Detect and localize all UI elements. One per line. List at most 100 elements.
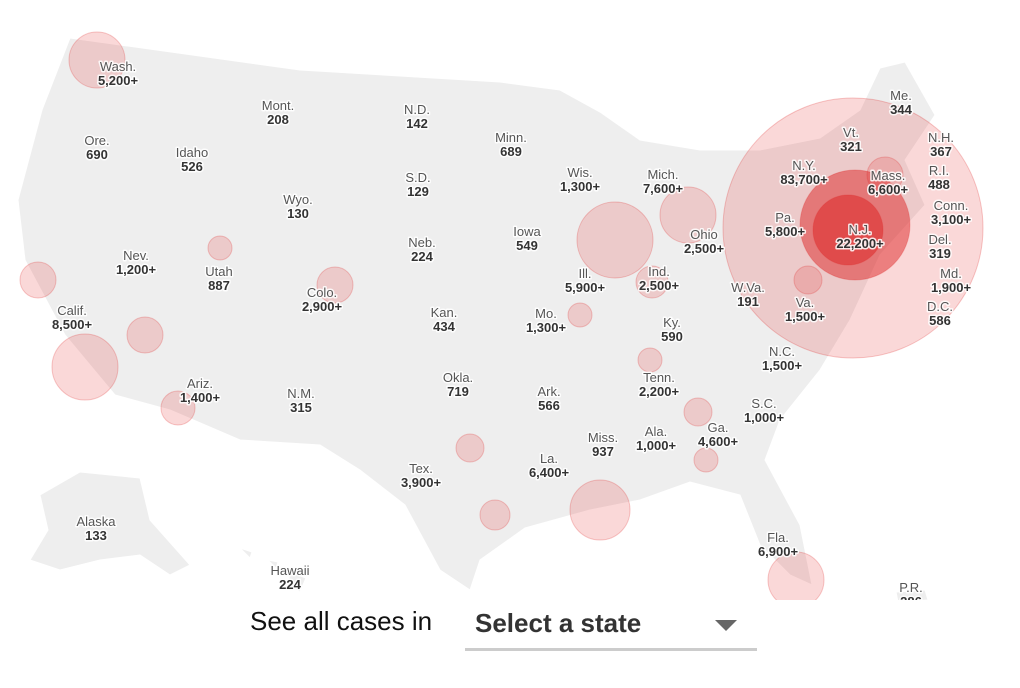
selector-prompt: See all cases in	[250, 606, 433, 636]
state-cases: 1,300+	[526, 320, 567, 335]
state-name: Colo.	[307, 285, 337, 300]
bubble	[567, 302, 593, 328]
state-name: Mo.	[535, 306, 557, 321]
state-name: N.C.	[769, 344, 795, 359]
state-selector-row: See all cases in Select a state	[250, 598, 760, 654]
puerto-rico	[895, 589, 929, 600]
bubble	[51, 333, 119, 401]
state-name: D.C.	[927, 299, 953, 314]
state-name: Hawaii	[270, 563, 309, 578]
state-cases: 887	[208, 278, 230, 293]
state-name: Alaska	[76, 514, 116, 529]
state-name: S.C.	[751, 396, 776, 411]
state-name: Minn.	[495, 130, 527, 145]
state-cases: 719	[447, 384, 469, 399]
bubble	[683, 397, 713, 427]
state-name: Conn.	[934, 198, 969, 213]
state-name: Nev.	[123, 248, 149, 263]
state-name: Ky.	[663, 315, 681, 330]
state-cases: 1,000+	[636, 438, 677, 453]
state-cases: 1,300+	[560, 179, 601, 194]
state-cases: 1,900+	[931, 280, 972, 295]
select-placeholder: Select a state	[475, 608, 642, 638]
state-cases: 6,900+	[758, 544, 799, 559]
state-cases: 434	[433, 319, 455, 334]
state-name: Iowa	[513, 224, 541, 239]
state-cases: 7,600+	[643, 181, 684, 196]
state-cases: 937	[592, 444, 614, 459]
state-name: Fla.	[767, 530, 789, 545]
state-name: Mont.	[262, 98, 295, 113]
state-cases: 1,500+	[762, 358, 803, 373]
bubble	[799, 169, 911, 281]
state-cases: 3,900+	[401, 475, 442, 490]
bubble	[19, 261, 57, 299]
state-cases: 224	[279, 577, 301, 592]
state-cases: 319	[929, 246, 951, 261]
state-cases: 590	[661, 329, 683, 344]
bubble	[637, 347, 663, 373]
state-name: N.D.	[404, 102, 430, 117]
state-cases: 133	[85, 528, 107, 543]
state-name: Pa.	[775, 210, 795, 225]
state-name: Idaho	[176, 145, 209, 160]
state-cases: 5,800+	[765, 224, 806, 239]
dropdown-arrow	[715, 620, 737, 631]
bubble	[722, 97, 984, 359]
bubble	[793, 265, 823, 295]
state-name: Neb.	[408, 235, 435, 250]
bubble	[812, 194, 884, 266]
state-name: Me.	[890, 88, 912, 103]
state-cases: 3,100+	[931, 212, 972, 227]
state-name: W.Va.	[731, 280, 765, 295]
state-name: Ariz.	[187, 376, 213, 391]
state-name: N.H.	[928, 130, 954, 145]
state-cases: 2,200+	[639, 384, 680, 399]
state-cases: 6,600+	[868, 182, 909, 197]
bubble	[68, 31, 126, 89]
state-cases: 690	[86, 147, 108, 162]
alaska	[29, 471, 191, 576]
bubble	[455, 433, 485, 463]
state-cases: 2,500+	[684, 241, 725, 256]
bubble	[207, 235, 233, 261]
state-cases: 83,700+	[780, 172, 828, 187]
state-name: Ill.	[579, 266, 592, 281]
state-name: Wyo.	[283, 192, 313, 207]
state-name: Md.	[940, 266, 962, 281]
state-name: Kan.	[431, 305, 458, 320]
state-name: Wis.	[567, 165, 592, 180]
state-cases: 1,000+	[744, 410, 785, 425]
state-cases: 5,200+	[98, 73, 139, 88]
state-cases: 130	[287, 206, 309, 221]
state-name: R.I.	[929, 163, 949, 178]
bubble	[866, 156, 904, 194]
bubble	[160, 390, 196, 426]
state-cases: 8,500+	[52, 317, 93, 332]
bubble	[316, 266, 354, 304]
state-name: Ore.	[84, 133, 109, 148]
state-cases: 2,500+	[639, 278, 680, 293]
state-cases: 689	[500, 144, 522, 159]
state-name: Vt.	[843, 125, 859, 140]
state-name: Tenn.	[643, 370, 675, 385]
state-select[interactable]: Select a state	[465, 598, 757, 651]
state-name: P.R.	[899, 580, 923, 595]
state-cases: 1,500+	[785, 309, 826, 324]
state-name: S.D.	[405, 170, 430, 185]
state-cases: 549	[516, 238, 538, 253]
state-cases: 526	[181, 159, 203, 174]
bubble	[767, 551, 825, 600]
state-cases: 224	[411, 249, 433, 264]
state-name: Ark.	[537, 384, 560, 399]
state-name: Miss.	[588, 430, 618, 445]
state-name: La.	[540, 451, 558, 466]
state-name: Calif.	[57, 303, 87, 318]
state-cases: 566	[538, 398, 560, 413]
state-name: Del.	[928, 232, 951, 247]
state-cases: 1,400+	[180, 390, 221, 405]
lower-48	[17, 37, 936, 591]
state-cases: 6,400+	[529, 465, 570, 480]
state-name: Wash.	[100, 59, 136, 74]
